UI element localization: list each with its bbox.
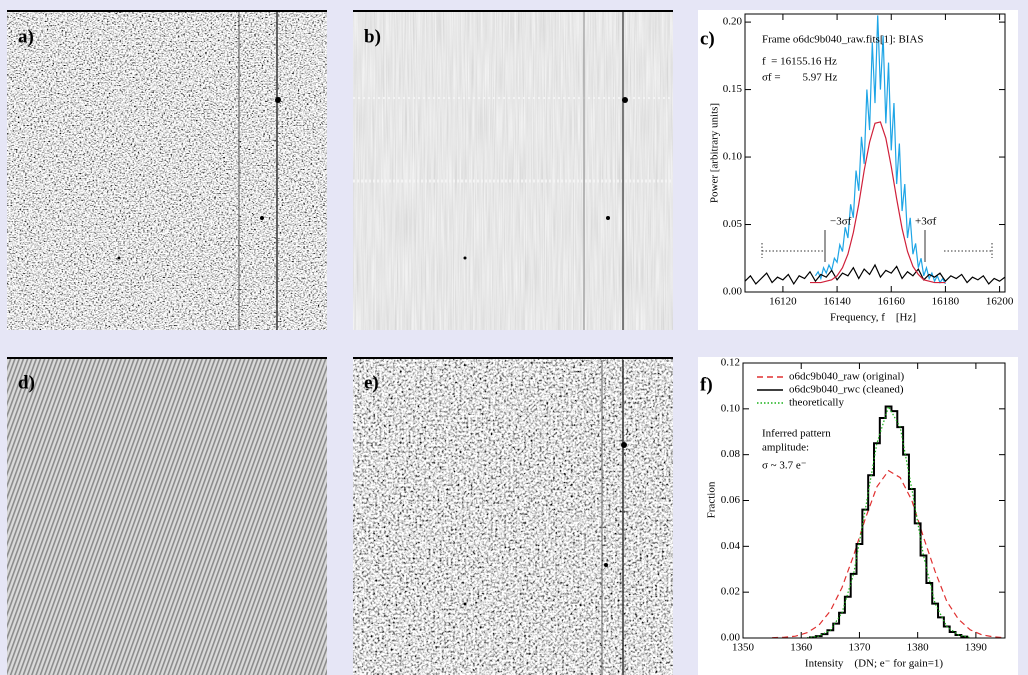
y-tick-label: 0.08 (721, 448, 741, 460)
x-tick-label: 16200 (986, 296, 1014, 308)
plot-frame (742, 362, 1006, 639)
chart-background (698, 10, 1018, 330)
y-tick-label: 0.10 (721, 402, 741, 414)
legend-label: o6dc9b040_raw (original) (789, 371, 904, 383)
y-tick-label: 0.15 (723, 83, 743, 95)
annotation: σ ~ 3.7 e⁻ (762, 460, 807, 472)
annotation: Inferred pattern (762, 428, 831, 440)
panel-label: d) (18, 372, 35, 393)
image (353, 357, 673, 675)
series-line (814, 15, 946, 285)
panel-label: b) (364, 26, 381, 47)
x-tick-label: 16140 (823, 296, 851, 308)
x-tick-label: 16180 (932, 296, 960, 308)
x-tick-label: 1370 (848, 642, 871, 654)
hot-pixel (606, 216, 610, 220)
hot-pixel (275, 97, 281, 103)
annotation: σf = 5.97 Hz (762, 72, 837, 84)
panel-b: b) (353, 10, 673, 330)
y-axis-label: Fraction (706, 481, 718, 518)
hot-pixel (260, 216, 264, 220)
hot-pixel (621, 442, 627, 448)
image (353, 10, 673, 330)
panel-a: a) (7, 10, 327, 330)
annotation: f = 16155.16 Hz (762, 56, 837, 68)
series-line (806, 405, 971, 638)
panel-label: c) (700, 28, 715, 49)
y-tick-label: 0.20 (723, 16, 743, 28)
legend-label: theoretically (789, 397, 844, 409)
image (7, 357, 327, 675)
x-tick-label: 16160 (878, 296, 906, 308)
plot-frame (744, 13, 1006, 293)
x-tick-label: 1380 (907, 642, 930, 654)
sigma-markers (824, 230, 926, 262)
panel-e: e) (353, 357, 673, 675)
panel-label: e) (364, 372, 379, 393)
y-tick-label: 0.12 (721, 357, 740, 369)
y-axis-label: Power [arbitrary units] (709, 103, 721, 203)
panel-label: a) (18, 26, 34, 47)
sigma-line (824, 230, 926, 262)
annotation: amplitude: (762, 442, 809, 454)
hot-pixel (604, 563, 608, 567)
series-line (772, 469, 1005, 638)
image (7, 10, 327, 330)
x-tick-label: 16120 (769, 296, 797, 308)
series-line (745, 263, 1005, 286)
annotation: Frame o6dc9b040_raw.fits[1]: BIAS (762, 34, 924, 46)
y-tick-label: 0.04 (721, 540, 741, 552)
x-tick-label: 1360 (790, 642, 813, 654)
annotation: −3σf (830, 216, 852, 228)
legend-label: o6dc9b040_rwc (cleaned) (789, 384, 904, 396)
y-tick-label: 0.00 (723, 286, 743, 298)
panel-label: f) (700, 374, 713, 395)
hot-pixel (463, 602, 467, 606)
x-tick-label: 1350 (732, 642, 755, 654)
y-tick-label: 0.10 (723, 151, 743, 163)
annotation: +3σf (915, 216, 937, 228)
hot-pixel (622, 97, 628, 103)
hot-pixel (117, 256, 121, 260)
x-tick-label: 1390 (965, 642, 988, 654)
sigma-brackets (761, 243, 993, 258)
x-axis-label: Intensity (DN; e⁻ for gain=1) (805, 658, 944, 670)
y-tick-label: 0.02 (721, 586, 740, 598)
hot-pixel (463, 256, 467, 260)
panel-d: d) (7, 357, 327, 675)
y-tick-label: 0.05 (723, 218, 743, 230)
bracket (761, 243, 993, 258)
chart-background (698, 357, 1018, 675)
x-axis-label: Frequency, f [Hz] (830, 312, 916, 324)
y-tick-label: 0.06 (721, 494, 741, 506)
series-line (810, 121, 946, 284)
y-tick-label: 0.00 (721, 632, 741, 644)
